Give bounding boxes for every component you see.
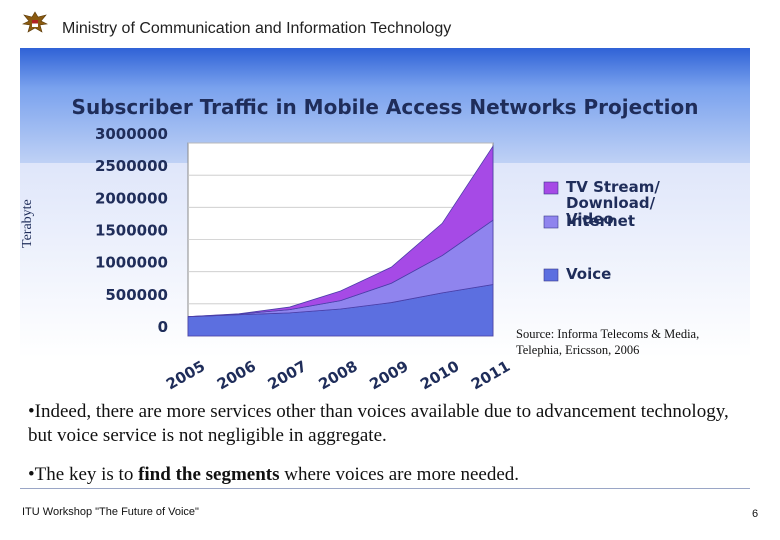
- bullet-2-suffix: where voices are more needed.: [279, 464, 520, 485]
- x-tick-label: 2006: [214, 357, 259, 393]
- page-number: 6: [752, 508, 759, 520]
- legend-swatch: [543, 268, 559, 282]
- legend-label: Internet: [566, 212, 635, 230]
- legend-swatch: [543, 181, 559, 195]
- slide-header: Ministry of Communication and Informatio…: [0, 0, 780, 44]
- source-note: Source: Informa Telecoms & Media, Teleph…: [516, 327, 700, 357]
- y-tick-label: 3000000: [95, 125, 168, 143]
- legend-label: TV Stream/Download/Video: [566, 178, 660, 228]
- ministry-title: Ministry of Communication and Informatio…: [62, 20, 452, 37]
- legend-swatch: [543, 215, 559, 229]
- footer-divider: [20, 488, 750, 489]
- y-axis-label: Terabyte: [20, 199, 35, 248]
- x-tick-label: 2005: [163, 357, 208, 393]
- bullet-point-2: •The key is to find the segments where v…: [28, 463, 743, 487]
- footer-workshop: ITU Workshop "The Future of Voice": [22, 506, 199, 518]
- y-tick-label: 2500000: [95, 157, 168, 175]
- y-tick-label: 1500000: [95, 222, 168, 240]
- x-tick-label: 2009: [366, 357, 411, 393]
- chart-areas: [187, 144, 494, 337]
- legend-label: Voice: [566, 265, 611, 283]
- x-tick-label: 2011: [468, 357, 513, 393]
- x-axis-ticks: 2005 2006 2007 2008 2009 2010 2011: [163, 357, 513, 393]
- bullet-2-bold: find the segments: [138, 464, 280, 485]
- x-tick-label: 2010: [417, 357, 462, 393]
- y-tick-label: 0: [158, 318, 168, 336]
- y-tick-label: 1000000: [95, 254, 168, 272]
- x-tick-label: 2007: [265, 357, 310, 393]
- garuda-emblem-icon: [22, 11, 48, 33]
- x-tick-label: 2008: [316, 357, 361, 393]
- bullet-point-1: •Indeed, there are more services other t…: [28, 401, 729, 446]
- y-tick-label: 500000: [105, 286, 168, 304]
- area-tv-stream-download-video: [187, 144, 494, 318]
- bullet-2-prefix: •The key is to: [28, 464, 139, 485]
- chart-title: Subscriber Traffic in Mobile Access Netw…: [71, 95, 699, 119]
- area-chart: 0 500000 1000000 1500000 2000000 2500000 30000…: [95, 125, 660, 393]
- y-tick-label: 2000000: [95, 189, 168, 207]
- y-axis-ticks: 0 500000 1000000 1500000 2000000 2500000 30000…: [95, 125, 168, 336]
